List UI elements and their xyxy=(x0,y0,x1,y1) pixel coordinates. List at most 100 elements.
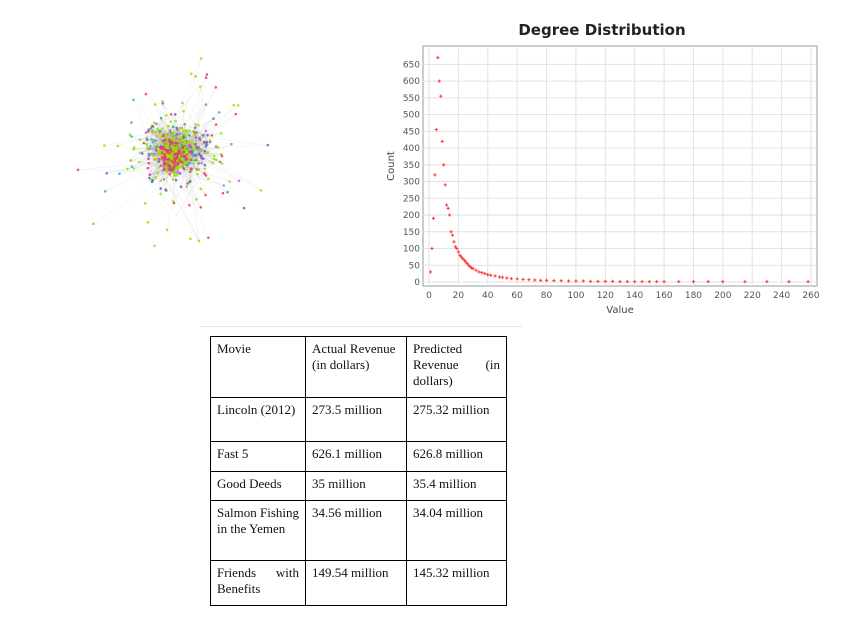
data-point xyxy=(509,277,513,281)
plot-area xyxy=(422,45,818,287)
data-point xyxy=(500,275,505,279)
predicted-revenue-cell: 145.32 million xyxy=(406,560,507,606)
data-point xyxy=(743,280,747,284)
data-point xyxy=(497,275,502,279)
data-point xyxy=(806,280,810,284)
data-point xyxy=(474,268,478,272)
network-core-cluster xyxy=(154,137,193,174)
degree-distribution-chart: Degree Distribution 0 50 100 150 200 250 300 35… xyxy=(385,18,825,318)
data-point xyxy=(559,279,563,283)
header-predicted-revenue: Predicted Revenue (in dollars) xyxy=(406,336,507,398)
x-axis-label: Value xyxy=(606,305,633,316)
data-point xyxy=(477,270,481,274)
data-point xyxy=(443,183,447,187)
data-points xyxy=(428,56,810,284)
data-point xyxy=(662,280,666,284)
data-point xyxy=(480,271,484,275)
chart-svg: Degree Distribution 05010015020025030035… xyxy=(386,21,820,316)
data-point xyxy=(539,278,543,282)
data-point xyxy=(527,278,531,282)
data-point xyxy=(655,280,659,284)
header-actual-revenue: Actual Revenue (in dollars) xyxy=(305,336,407,398)
x-tick-label: 80 xyxy=(541,291,553,301)
y-tick-label: 150 xyxy=(403,228,420,238)
data-point xyxy=(489,273,493,277)
table-row: Good Deeds 35 million 35.4 million xyxy=(210,471,507,501)
data-point xyxy=(449,230,453,234)
data-point xyxy=(428,270,433,274)
data-point xyxy=(436,56,440,60)
predicted-revenue-cell: 626.8 million xyxy=(406,441,507,472)
y-tick-label: 500 xyxy=(403,111,420,121)
data-point xyxy=(603,279,607,283)
data-point xyxy=(611,279,615,283)
chart-title: Degree Distribution xyxy=(518,21,685,39)
data-point xyxy=(596,279,600,283)
actual-revenue-cell: 35 million xyxy=(305,471,407,501)
y-tick-label: 550 xyxy=(403,94,420,104)
data-point xyxy=(486,273,490,277)
data-point xyxy=(505,276,509,280)
predicted-revenue-cell: 275.32 million xyxy=(406,397,507,442)
x-tick-label: 260 xyxy=(802,291,819,301)
data-point xyxy=(467,263,471,267)
movie-cell: Lincoln (2012) xyxy=(210,397,306,442)
y-axis-ticks: 0 50 100 150 200 250 300 350 400 450 500 550 600 650 xyxy=(403,60,420,288)
movie-cell: Salmon Fishing in the Yemen xyxy=(210,500,306,561)
x-tick-label: 200 xyxy=(714,291,731,301)
data-point xyxy=(574,279,578,283)
data-point xyxy=(515,277,519,281)
y-tick-label: 50 xyxy=(409,261,421,271)
x-tick-label: 20 xyxy=(453,291,465,301)
x-tick-label: 220 xyxy=(744,291,761,301)
y-tick-label: 400 xyxy=(403,144,420,154)
data-point xyxy=(521,277,525,281)
data-point xyxy=(439,94,443,98)
y-tick-label: 450 xyxy=(403,127,420,137)
data-point xyxy=(453,245,458,249)
data-point xyxy=(446,206,450,210)
actual-revenue-cell: 273.5 million xyxy=(305,397,407,442)
data-point xyxy=(464,260,468,264)
data-point xyxy=(459,255,463,259)
y-tick-label: 650 xyxy=(403,60,420,70)
data-point xyxy=(462,258,466,262)
data-point xyxy=(618,280,622,284)
movie-cell: Good Deeds xyxy=(210,471,306,501)
actual-revenue-cell: 149.54 million xyxy=(305,560,407,606)
data-point xyxy=(452,240,456,244)
data-point xyxy=(456,250,460,254)
revenue-table: Movie Actual Revenue (in dollars) Predic… xyxy=(210,336,507,606)
network-graph xyxy=(28,2,320,292)
data-point xyxy=(544,278,549,282)
y-axis-label: Count xyxy=(386,151,397,181)
table-row: Fast 5 626.1 million 626.8 million xyxy=(210,441,507,472)
data-point xyxy=(440,139,444,143)
table-row: Salmon Fishing in the Yemen 34.56 millio… xyxy=(210,500,507,561)
x-tick-label: 60 xyxy=(511,291,523,301)
y-tick-label: 300 xyxy=(403,178,420,188)
y-tick-label: 0 xyxy=(414,278,420,288)
data-point xyxy=(447,213,452,217)
data-point xyxy=(625,280,629,284)
data-point xyxy=(787,280,791,284)
data-point xyxy=(458,253,462,257)
data-point xyxy=(706,280,710,284)
data-point xyxy=(691,280,696,284)
actual-revenue-cell: 34.56 million xyxy=(305,500,407,561)
data-point xyxy=(765,280,769,284)
data-point xyxy=(437,79,441,83)
data-point xyxy=(589,279,593,283)
separator-line xyxy=(200,326,522,327)
data-point xyxy=(640,280,644,284)
x-tick-label: 240 xyxy=(773,291,790,301)
data-point xyxy=(450,233,455,237)
movie-cell: Fast 5 xyxy=(210,441,306,472)
x-tick-label: 40 xyxy=(482,291,494,301)
x-tick-label: 140 xyxy=(626,291,643,301)
movie-cell: Friends with Benefits xyxy=(210,560,306,606)
y-tick-label: 100 xyxy=(403,245,420,255)
predicted-revenue-cell: 34.04 million xyxy=(406,500,507,561)
x-tick-label: 160 xyxy=(655,291,672,301)
data-point xyxy=(465,261,469,266)
